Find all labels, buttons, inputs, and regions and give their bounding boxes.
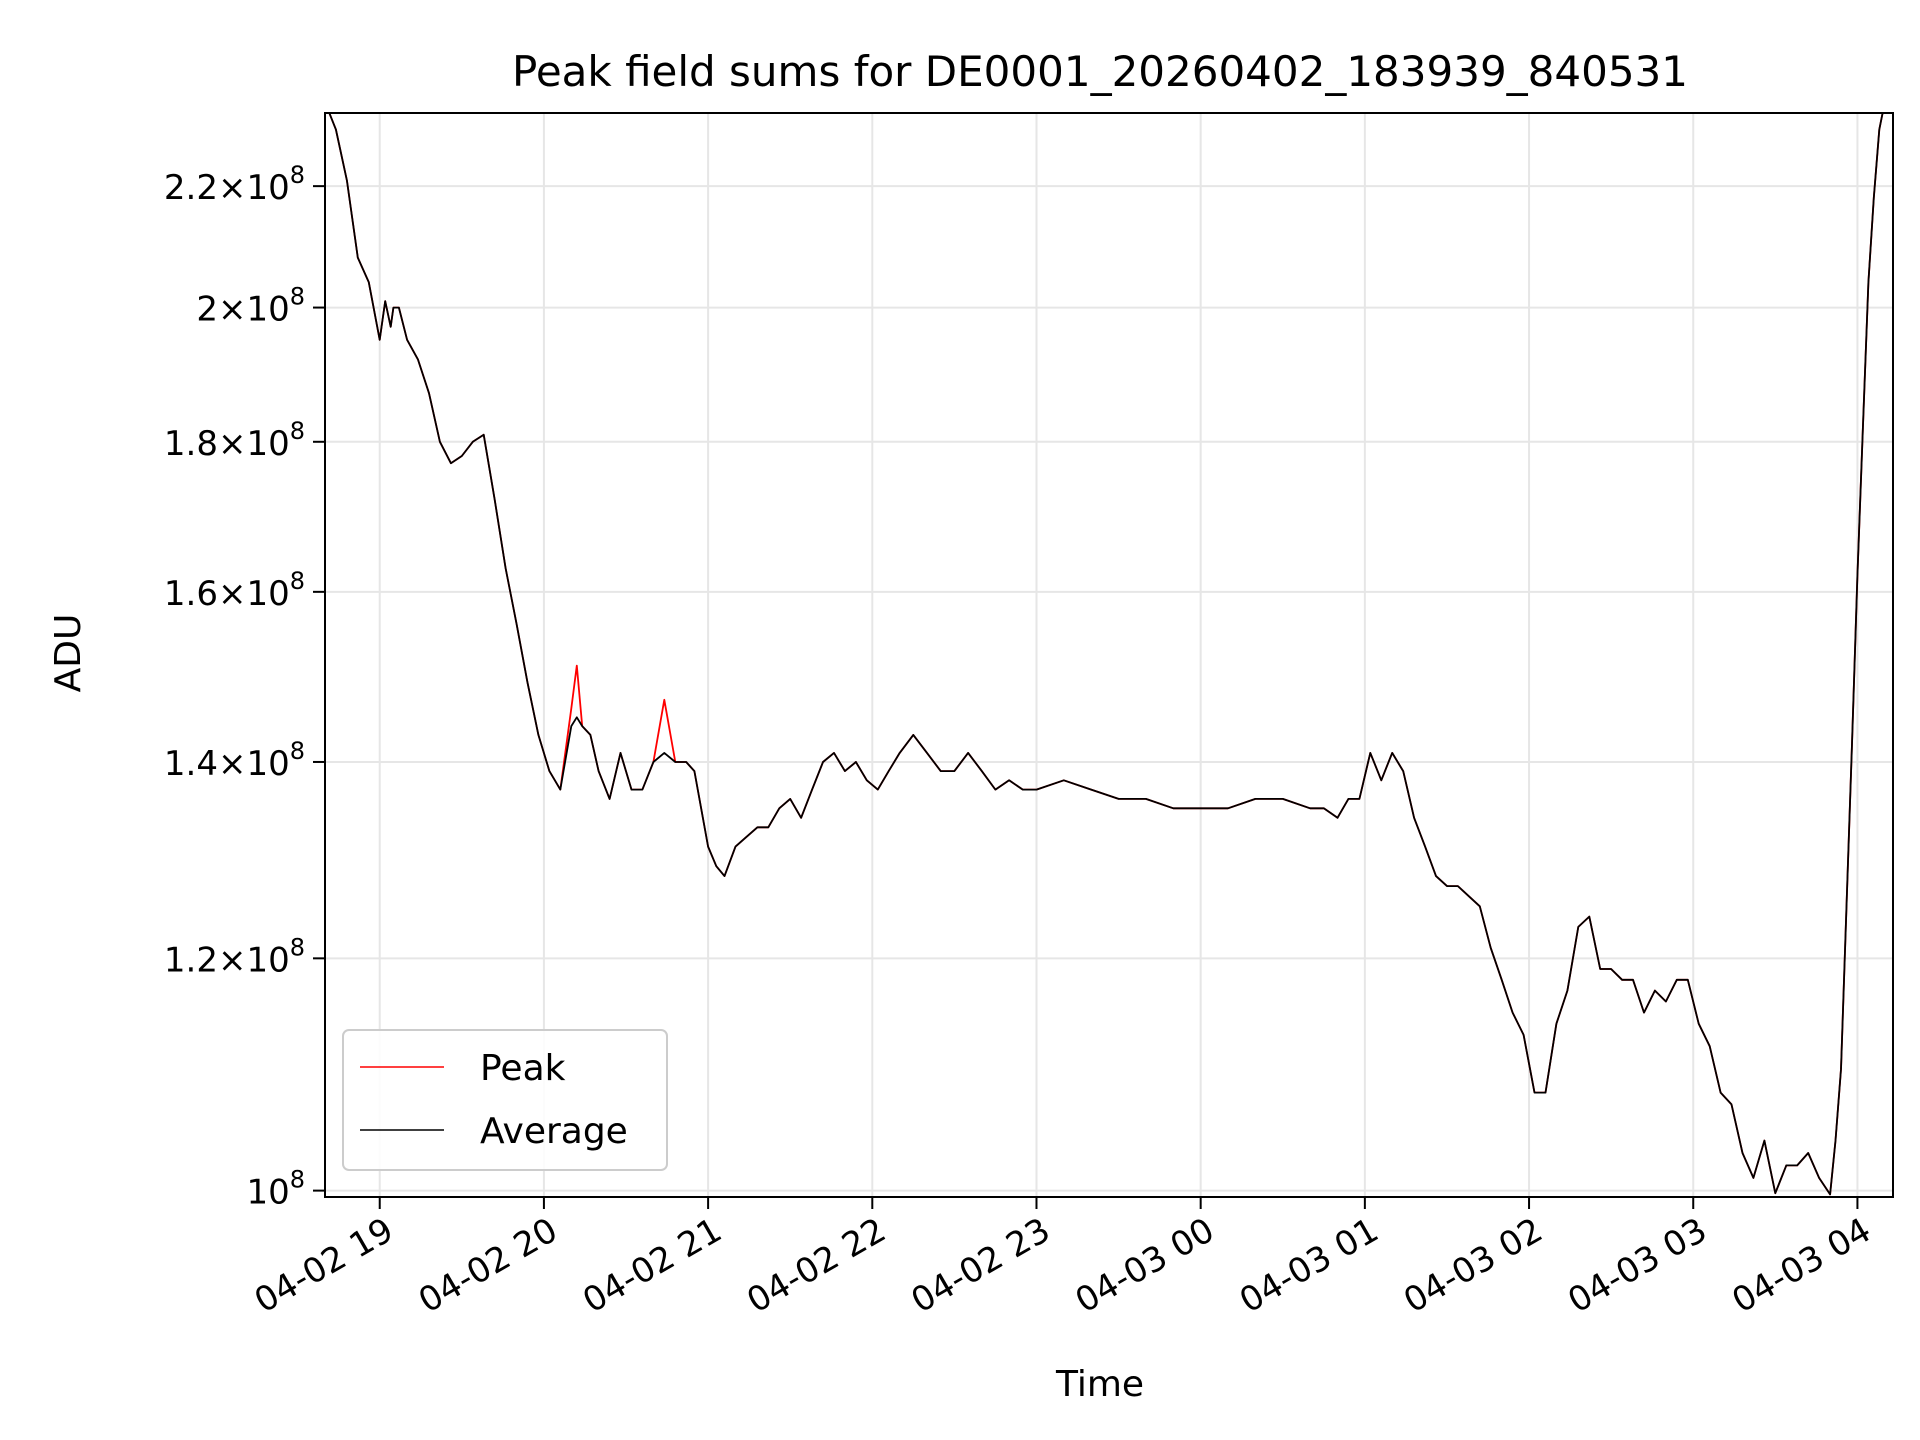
y-tick-label: 1.4×108 [164, 737, 305, 784]
y-tick-label: 108 [246, 1166, 305, 1213]
legend-box [342, 1029, 668, 1171]
legend-label-peak: Peak [480, 1048, 566, 1089]
plot-frame [324, 112, 1894, 1198]
series-layer [328, 113, 1884, 1196]
legend-label-average: Average [480, 1111, 628, 1152]
y-tick-label: 2×108 [196, 283, 305, 330]
series-line-average [328, 113, 1884, 1196]
y-axis: 108 1.2×108 1.4×108 1.6×108 1.8×108 2×108 2.2×… [164, 161, 325, 1213]
y-tick-label: 1.2×108 [164, 933, 305, 980]
y-tick-label: 1.6×108 [164, 567, 305, 614]
grid [325, 113, 1893, 1197]
x-axis-label: Time [1055, 1364, 1144, 1405]
y-axis-label: ADU [48, 614, 89, 693]
chart-title: Peak field sums for DE0001_20260402_1839… [512, 47, 1688, 96]
legend: Peak Average [342, 1029, 668, 1171]
y-tick-label: 2.2×108 [164, 161, 305, 208]
y-tick-label: 1.8×108 [164, 417, 305, 464]
